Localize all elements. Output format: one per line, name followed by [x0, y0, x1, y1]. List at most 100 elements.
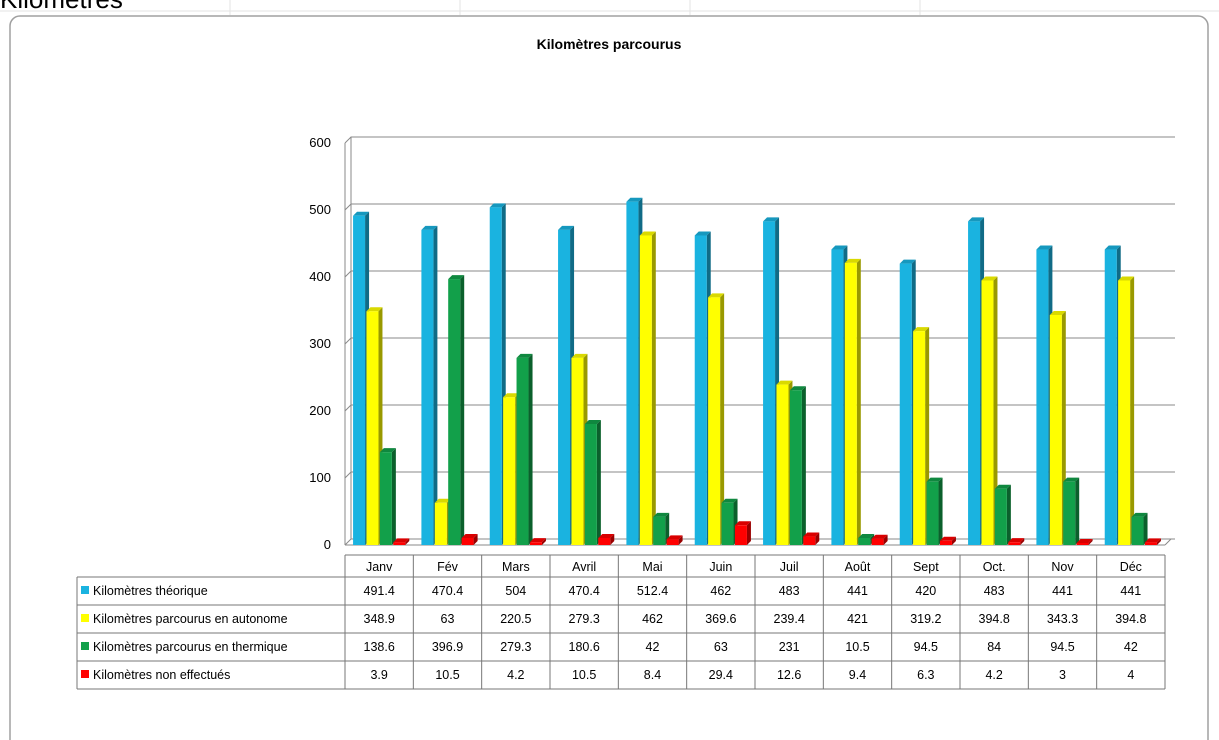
bar-front — [503, 397, 516, 545]
bar-front — [844, 262, 857, 545]
bar-front — [803, 536, 816, 545]
bar-front — [1144, 542, 1157, 545]
bar-front — [448, 279, 461, 545]
y-tick-label: 600 — [309, 135, 331, 150]
bar-top — [968, 217, 985, 222]
bar-top — [776, 380, 793, 385]
table-value: 10.5 — [572, 668, 596, 682]
bar-top — [734, 521, 751, 526]
bar-front — [516, 357, 529, 545]
table-value: 6.3 — [917, 668, 934, 682]
bar-top — [489, 203, 506, 208]
bar-front — [584, 423, 597, 545]
bar-top — [789, 386, 806, 391]
bar-top — [994, 484, 1011, 489]
bar-top — [516, 353, 533, 358]
bar-side — [1020, 538, 1025, 545]
legend-label: Kilomètres non effectués — [93, 668, 230, 682]
table-value: 369.6 — [705, 612, 736, 626]
bar-side — [951, 536, 956, 545]
bar-front — [776, 384, 789, 545]
bar-front — [939, 540, 952, 545]
bar-top — [571, 353, 588, 358]
table-value: 441 — [847, 584, 868, 598]
bar-top — [598, 533, 615, 538]
bar-front — [831, 249, 844, 545]
table-value: 470.4 — [432, 584, 463, 598]
bar-top — [721, 498, 738, 503]
bar-front — [1104, 249, 1117, 545]
table-value: 421 — [847, 612, 868, 626]
bar-top — [858, 533, 875, 538]
bar-side — [1143, 512, 1148, 545]
chart-title: Kilomètres parcourus — [537, 36, 682, 52]
table-value: 231 — [779, 640, 800, 654]
bar-front — [529, 542, 542, 545]
bar-top — [981, 276, 998, 281]
bar-front — [379, 452, 392, 545]
bar-front — [1076, 542, 1089, 545]
bar — [666, 535, 683, 545]
bar — [994, 484, 1011, 545]
bar-front — [434, 502, 447, 545]
bar-front — [393, 542, 406, 545]
table-value: 84 — [987, 640, 1001, 654]
bar-side — [596, 419, 601, 545]
table-value: 8.4 — [644, 668, 661, 682]
bar-side — [610, 533, 615, 545]
bar-side — [801, 386, 806, 545]
bar — [708, 293, 725, 545]
bar-top — [653, 512, 670, 517]
table-value: 94.5 — [914, 640, 938, 654]
table-value: 348.9 — [364, 612, 395, 626]
bar-top — [831, 245, 848, 250]
table-value: 491.4 — [364, 584, 395, 598]
bar — [393, 538, 410, 545]
bar-top — [926, 477, 943, 482]
bar-top — [694, 231, 711, 236]
bar-top — [448, 275, 465, 280]
table-value: 42 — [646, 640, 660, 654]
bar-top — [1008, 538, 1025, 543]
table-value: 396.9 — [432, 640, 463, 654]
bar — [871, 534, 888, 545]
table-value: 279.3 — [569, 612, 600, 626]
bar-top — [379, 448, 396, 453]
bar-front — [899, 263, 912, 545]
bar-side — [1006, 484, 1011, 545]
bar-top — [763, 217, 780, 222]
bar-top — [1036, 245, 1053, 250]
bar — [1063, 477, 1080, 545]
table-value: 3.9 — [370, 668, 387, 682]
legend-label: Kilomètres théorique — [93, 584, 208, 598]
table-value: 512.4 — [637, 584, 668, 598]
bar — [653, 512, 670, 545]
bar-side — [473, 533, 478, 545]
bar — [926, 477, 943, 545]
bar — [448, 275, 465, 545]
bar-side — [1088, 538, 1093, 545]
bar-side — [856, 258, 861, 545]
bar-side — [1156, 538, 1161, 545]
bar-front — [461, 537, 474, 545]
bar-side — [815, 532, 820, 545]
bar-top — [366, 307, 383, 312]
x-tick-label: Janv — [366, 560, 393, 574]
table-value: 94.5 — [1050, 640, 1074, 654]
y-tick-label: 200 — [309, 403, 331, 418]
bar-front — [968, 221, 981, 545]
bar-top — [913, 327, 930, 332]
bar-top — [1063, 477, 1080, 482]
bar-top — [421, 225, 438, 230]
bar-front — [666, 539, 679, 545]
bar-top — [434, 498, 451, 503]
bar-front — [598, 537, 611, 545]
x-tick-label: Juil — [780, 560, 799, 574]
bar-top — [803, 532, 820, 537]
bar-top — [844, 258, 861, 263]
legend-key — [81, 670, 89, 678]
bar-top — [1118, 276, 1135, 281]
bar-top — [626, 197, 643, 202]
bar — [981, 276, 998, 545]
y-tick-label: 300 — [309, 336, 331, 351]
